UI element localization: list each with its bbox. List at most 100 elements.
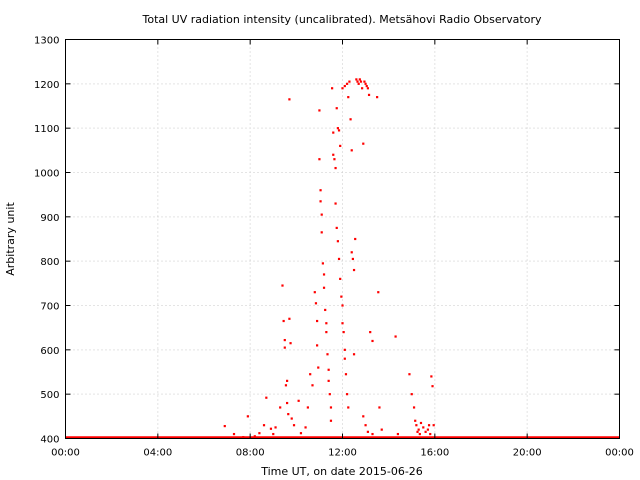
data-point — [408, 373, 411, 376]
data-point — [306, 406, 309, 409]
data-point — [366, 87, 369, 90]
data-point — [337, 129, 341, 132]
data-point — [347, 406, 350, 409]
data-point — [418, 432, 421, 436]
data-point — [359, 80, 363, 83]
data-point — [427, 424, 431, 427]
y-tick-label: 1000 — [34, 169, 59, 180]
data-point — [349, 118, 352, 121]
data-point — [352, 353, 356, 356]
data-point — [369, 331, 372, 334]
data-point — [322, 273, 326, 276]
data-point — [290, 417, 293, 420]
data-point — [313, 291, 316, 294]
data-point — [327, 379, 330, 382]
data-point — [343, 348, 346, 351]
data-point — [376, 96, 379, 99]
data-point — [320, 231, 323, 234]
y-axis-label: Arbitrary unit — [4, 202, 17, 276]
y-tick-label: 700 — [40, 302, 59, 313]
data-point — [344, 373, 348, 376]
data-point — [337, 257, 341, 261]
y-axis: 400 500 600 700 800 900 1000 1100 1200 1300 — [34, 36, 620, 446]
data-point — [299, 432, 303, 435]
data-point — [223, 424, 226, 428]
data-point — [364, 424, 367, 427]
data-point — [429, 432, 432, 436]
data-point — [362, 415, 365, 418]
data-point — [272, 432, 275, 436]
data-point — [414, 419, 417, 422]
data-point — [258, 432, 261, 435]
data-point — [362, 142, 365, 145]
data-point — [318, 109, 321, 112]
data-point — [422, 426, 425, 429]
data-point — [412, 406, 416, 409]
data-point — [358, 78, 361, 81]
data-point — [324, 308, 327, 312]
x-tick-label: 16:00 — [420, 448, 449, 459]
data-point — [342, 331, 345, 334]
data-point — [336, 127, 339, 130]
data-point — [262, 424, 266, 427]
data-point — [325, 322, 328, 325]
y-tick-label: 500 — [40, 390, 59, 401]
data-point — [288, 317, 291, 320]
chart-title: Total UV radiation intensity (uncalibrat… — [142, 13, 542, 26]
data-point — [347, 96, 350, 99]
data-point — [419, 421, 423, 425]
y-tick-label: 800 — [40, 257, 59, 268]
data-point — [426, 428, 430, 431]
data-point — [282, 319, 285, 323]
data-point — [432, 424, 435, 427]
data-point — [320, 213, 323, 216]
data-point — [297, 399, 300, 402]
data-point — [334, 202, 337, 205]
data-point — [332, 131, 335, 134]
data-point — [341, 322, 344, 325]
data-point — [279, 406, 282, 409]
y-tick-label: 1300 — [34, 36, 59, 47]
data-point — [377, 291, 380, 294]
y-tick-label: 1100 — [34, 124, 59, 135]
data-point — [424, 430, 427, 433]
data-point — [334, 166, 337, 170]
data-point — [284, 384, 288, 387]
data-point — [396, 432, 399, 436]
data-point — [316, 319, 319, 323]
data-point — [410, 393, 413, 396]
data-point — [371, 432, 374, 436]
data-point — [281, 284, 284, 287]
data-point — [265, 396, 268, 399]
grid-lines — [65, 39, 620, 439]
data-point — [331, 87, 334, 90]
data-point — [332, 153, 335, 156]
data-point — [380, 428, 383, 431]
data-point — [430, 375, 433, 378]
data-point — [365, 84, 368, 88]
data-point — [351, 257, 354, 261]
data-point — [283, 338, 286, 342]
data-point — [366, 430, 369, 433]
y-tick-label: 400 — [40, 435, 59, 446]
data-point — [314, 302, 318, 305]
data-point — [326, 353, 329, 356]
data-point — [350, 251, 353, 254]
data-point — [329, 419, 333, 422]
data-point — [346, 393, 349, 396]
data-point — [343, 357, 346, 360]
data-point — [350, 149, 353, 152]
x-axis: 00:00 04:00 08:00 12:00 16:00 20:00 00:00 — [51, 39, 634, 459]
x-tick-label: 12:00 — [328, 448, 357, 459]
data-point — [346, 82, 349, 85]
data-point — [352, 268, 356, 272]
data-point — [335, 226, 338, 230]
data-point — [232, 432, 236, 436]
data-point — [311, 384, 314, 387]
data-point — [394, 335, 397, 338]
data-point — [246, 415, 249, 418]
data-point — [328, 393, 331, 396]
data-point — [253, 435, 256, 438]
data-point — [304, 426, 307, 429]
